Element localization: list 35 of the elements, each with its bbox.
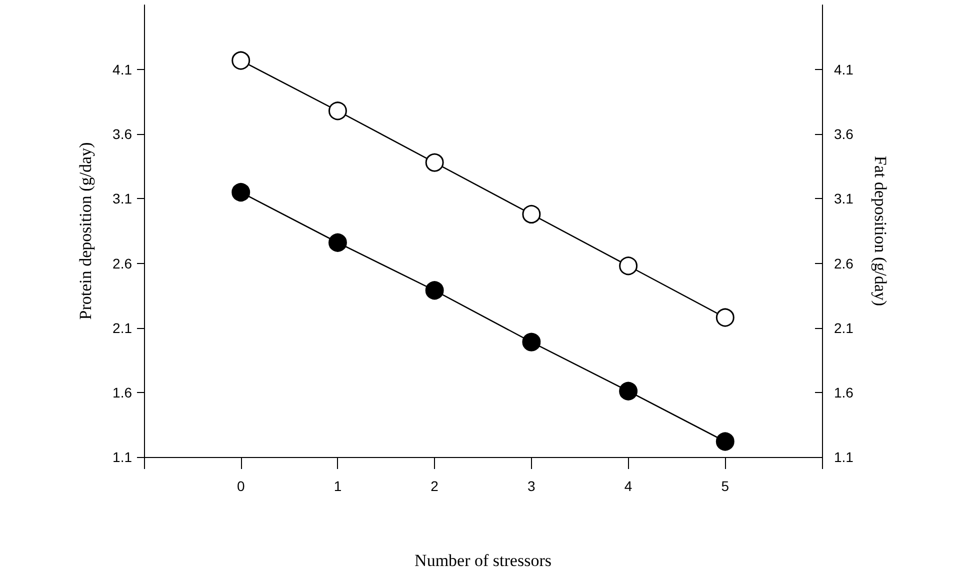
x-tick-label: 0 (236, 478, 245, 494)
y-tick-label: 3.1 (112, 190, 132, 207)
x-axis-title: Number of stressors (414, 551, 552, 570)
point (232, 51, 250, 70)
point (328, 233, 347, 252)
y2-tick-label: 3.6 (834, 126, 854, 142)
point (522, 204, 541, 224)
x-tick-label: 3 (528, 478, 536, 494)
x-tick-label: 2 (430, 478, 439, 494)
y-tick-label: 4.1 (112, 62, 132, 78)
y-tick-label: 2.1 (112, 320, 132, 336)
y-tick-label: 1.1 (112, 449, 132, 465)
point (716, 432, 734, 451)
point (425, 153, 444, 172)
y-tick-label: 1.6 (112, 384, 132, 400)
y-tick-label: 2.6 (112, 255, 132, 272)
point (232, 183, 250, 202)
y-axis-title: Protein deposition (g/day) (76, 142, 95, 320)
x-tick-label: 4 (624, 478, 632, 494)
point (522, 332, 541, 352)
point (425, 281, 444, 300)
point (619, 382, 638, 400)
y2-tick-label: 1.6 (834, 384, 854, 400)
y2-tick-label: 2.6 (834, 255, 854, 272)
y2-tick-label: 2.1 (834, 320, 854, 336)
point (328, 102, 347, 120)
y2-tick-label: 1.1 (834, 449, 854, 465)
y2-tick-label: 4.1 (834, 62, 854, 78)
y2-axis-title: Fat deposition (g/day) (871, 156, 890, 306)
point (619, 256, 638, 276)
y2-tick-label: 3.1 (834, 190, 854, 207)
y-tick-label: 3.6 (112, 126, 132, 142)
point (716, 308, 734, 327)
x-tick-label: 5 (721, 478, 730, 494)
x-tick-label: 1 (334, 478, 342, 494)
